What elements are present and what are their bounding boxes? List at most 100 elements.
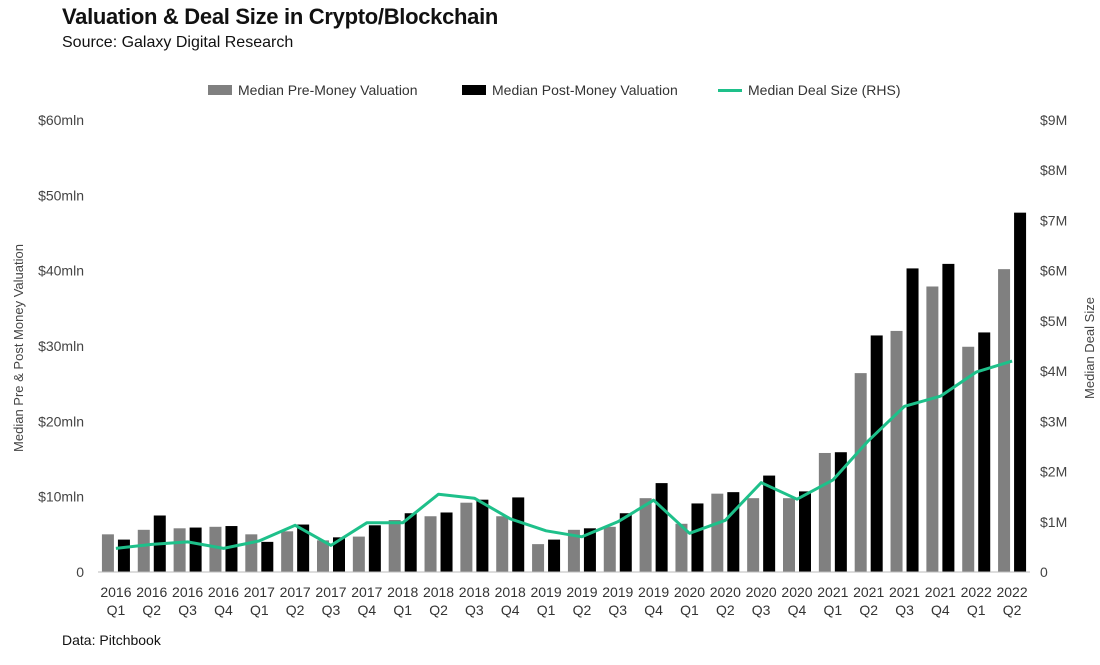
y2-tick-label: $8M bbox=[1040, 162, 1067, 178]
y-tick-label: $60mln bbox=[38, 112, 84, 128]
x-tick-label-quarter: Q2 bbox=[142, 602, 161, 618]
y-tick-label: $40mln bbox=[38, 263, 84, 279]
legend-item-pre-money: Median Pre-Money Valuation bbox=[208, 82, 418, 98]
bar-post-money bbox=[440, 512, 453, 572]
bar-post-money bbox=[583, 528, 596, 572]
bar-pre-money bbox=[603, 526, 616, 572]
legend-label-post-money: Median Post-Money Valuation bbox=[492, 82, 678, 98]
y2-tick-label: $2M bbox=[1040, 464, 1067, 480]
y2-tick-label: $1M bbox=[1040, 514, 1067, 530]
x-tick-label-year: 2020 bbox=[746, 584, 777, 600]
bar-post-money bbox=[763, 475, 776, 572]
x-tick-label-quarter: Q2 bbox=[573, 602, 592, 618]
bar-post-money bbox=[117, 539, 130, 572]
y2-axis-title: Median Deal Size bbox=[1082, 297, 1097, 399]
bar-pre-money bbox=[639, 498, 652, 572]
bar-post-money bbox=[906, 268, 919, 572]
bar-pre-money bbox=[496, 516, 509, 572]
bar-post-money bbox=[261, 541, 274, 572]
bar-post-money bbox=[942, 263, 955, 572]
bar-post-money bbox=[978, 332, 991, 572]
x-tick-label-year: 2020 bbox=[781, 584, 812, 600]
bar-pre-money bbox=[281, 531, 294, 572]
x-tick-label-quarter: Q4 bbox=[644, 602, 663, 618]
x-tick-label-year: 2019 bbox=[638, 584, 669, 600]
bar-pre-money bbox=[711, 493, 724, 572]
chart-subtitle: Source: Galaxy Digital Research bbox=[62, 34, 294, 51]
bar-pre-money bbox=[567, 529, 580, 572]
legend-swatch-post-money bbox=[462, 85, 486, 95]
bar-post-money bbox=[834, 452, 847, 572]
bar-pre-money bbox=[998, 269, 1011, 572]
x-tick-label-quarter: Q2 bbox=[286, 602, 305, 618]
x-tick-label-quarter: Q4 bbox=[788, 602, 807, 618]
bar-pre-money bbox=[317, 540, 329, 572]
y-tick-label: $20mln bbox=[38, 413, 84, 429]
x-tick-label-year: 2020 bbox=[710, 584, 741, 600]
legend-label-deal-size: Median Deal Size (RHS) bbox=[748, 82, 901, 98]
bar-post-money bbox=[512, 497, 525, 572]
x-tick-label-year: 2016 bbox=[100, 584, 131, 600]
x-tick-label-quarter: Q4 bbox=[214, 602, 233, 618]
bar-post-money bbox=[548, 539, 561, 572]
x-tick-label-year: 2016 bbox=[172, 584, 203, 600]
x-tick-label-quarter: Q3 bbox=[895, 602, 914, 618]
bar-pre-money bbox=[173, 528, 186, 572]
bar-post-money bbox=[189, 527, 202, 572]
x-tick-label-quarter: Q4 bbox=[358, 602, 377, 618]
bar-pre-money bbox=[460, 502, 473, 572]
line-deal-size bbox=[115, 359, 1013, 550]
legend-item-post-money: Median Post-Money Valuation bbox=[462, 82, 678, 98]
bar-pre-money bbox=[675, 523, 688, 572]
x-tick-label-year: 2018 bbox=[387, 584, 418, 600]
x-tick-label-year: 2018 bbox=[423, 584, 454, 600]
legend-swatch-pre-money bbox=[208, 85, 232, 95]
y-axis-title: Median Pre & Post Money Valuation bbox=[11, 244, 26, 452]
y-tick-label: $30mln bbox=[38, 338, 84, 354]
bar-pre-money bbox=[209, 526, 222, 572]
bar-post-money bbox=[691, 503, 704, 572]
x-tick-label-year: 2017 bbox=[280, 584, 311, 600]
bar-post-money bbox=[225, 526, 238, 572]
x-tick-label-year: 2022 bbox=[961, 584, 992, 600]
x-tick-label-year: 2021 bbox=[853, 584, 884, 600]
x-tick-label-quarter: Q1 bbox=[250, 602, 269, 618]
x-tick-label-quarter: Q3 bbox=[322, 602, 341, 618]
x-tick-label-year: 2021 bbox=[817, 584, 848, 600]
x-tick-label-year: 2019 bbox=[602, 584, 633, 600]
x-tick-label-year: 2017 bbox=[315, 584, 346, 600]
x-tick-label-quarter: Q2 bbox=[429, 602, 448, 618]
bar-pre-money bbox=[818, 452, 831, 572]
y2-tick-label: $7M bbox=[1040, 212, 1067, 228]
x-tick-label-year: 2019 bbox=[530, 584, 561, 600]
y2-tick-label: 0 bbox=[1040, 564, 1048, 580]
bar-pre-money bbox=[532, 544, 545, 572]
bar-pre-money bbox=[854, 373, 867, 572]
x-tick-label-year: 2021 bbox=[925, 584, 956, 600]
bar-pre-money bbox=[352, 536, 365, 572]
x-tick-label-quarter: Q3 bbox=[752, 602, 771, 618]
x-tick-label-quarter: Q1 bbox=[824, 602, 843, 618]
x-tick-label-year: 2017 bbox=[244, 584, 275, 600]
bar-pre-money bbox=[747, 498, 760, 572]
bar-post-money bbox=[476, 499, 489, 572]
y2-tick-label: $9M bbox=[1040, 112, 1067, 128]
x-tick-label-quarter: Q1 bbox=[537, 602, 556, 618]
data-source-note: Data: Pitchbook bbox=[62, 632, 161, 648]
bar-post-money bbox=[727, 492, 740, 572]
x-tick-label-quarter: Q4 bbox=[501, 602, 520, 618]
y2-tick-label: $5M bbox=[1040, 313, 1067, 329]
bar-post-money bbox=[870, 335, 883, 572]
x-tick-label-year: 2018 bbox=[459, 584, 490, 600]
y2-tick-label: $3M bbox=[1040, 413, 1067, 429]
bar-pre-money bbox=[926, 286, 939, 572]
bar-pre-money bbox=[245, 534, 258, 572]
x-tick-label-quarter: Q1 bbox=[680, 602, 699, 618]
x-tick-label-quarter: Q4 bbox=[931, 602, 950, 618]
y2-tick-label: $6M bbox=[1040, 263, 1067, 279]
bar-pre-money bbox=[890, 330, 903, 572]
x-tick-label-year: 2019 bbox=[566, 584, 597, 600]
legend-swatch-deal-size bbox=[718, 88, 742, 92]
legend-label-pre-money: Median Pre-Money Valuation bbox=[238, 82, 418, 98]
